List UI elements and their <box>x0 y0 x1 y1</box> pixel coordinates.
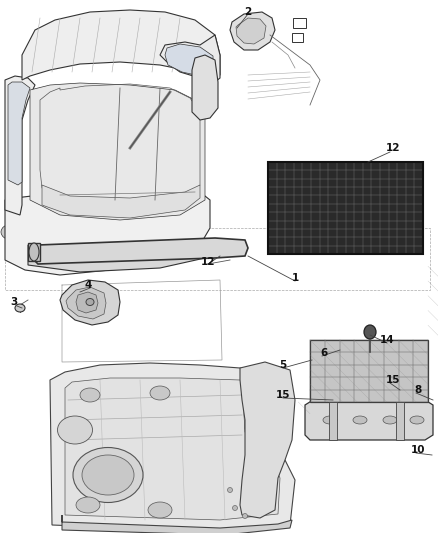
Ellipse shape <box>73 448 143 503</box>
Ellipse shape <box>76 497 100 513</box>
Polygon shape <box>30 238 248 264</box>
Text: 8: 8 <box>414 385 422 395</box>
Ellipse shape <box>323 416 337 424</box>
Bar <box>310 340 428 402</box>
Polygon shape <box>60 280 120 325</box>
Text: 4: 4 <box>84 280 92 290</box>
Ellipse shape <box>82 455 134 495</box>
Text: 3: 3 <box>11 297 18 307</box>
Bar <box>329 402 337 440</box>
Ellipse shape <box>1 224 23 240</box>
Text: 1: 1 <box>291 273 299 283</box>
Text: 2: 2 <box>244 7 251 17</box>
Ellipse shape <box>410 416 424 424</box>
Text: 12: 12 <box>386 143 400 153</box>
Text: 6: 6 <box>320 348 328 358</box>
Polygon shape <box>5 76 35 215</box>
Polygon shape <box>28 240 210 272</box>
Polygon shape <box>165 44 213 76</box>
Ellipse shape <box>29 243 39 261</box>
Text: 5: 5 <box>279 360 286 370</box>
Ellipse shape <box>80 388 100 402</box>
Polygon shape <box>42 185 200 218</box>
Bar <box>396 402 404 440</box>
Polygon shape <box>30 83 205 220</box>
Polygon shape <box>50 363 295 532</box>
Polygon shape <box>5 188 210 275</box>
Polygon shape <box>8 82 30 185</box>
Ellipse shape <box>57 416 92 444</box>
Ellipse shape <box>383 416 397 424</box>
Ellipse shape <box>353 416 367 424</box>
Ellipse shape <box>148 502 172 518</box>
Polygon shape <box>22 10 220 80</box>
Bar <box>268 162 423 254</box>
Polygon shape <box>236 18 266 44</box>
Text: 14: 14 <box>380 335 394 345</box>
Polygon shape <box>62 515 292 533</box>
Ellipse shape <box>227 488 233 492</box>
Ellipse shape <box>364 325 376 339</box>
Polygon shape <box>160 35 220 82</box>
Bar <box>293 18 306 28</box>
Polygon shape <box>192 55 218 120</box>
Bar <box>292 33 303 42</box>
Ellipse shape <box>15 304 25 312</box>
Ellipse shape <box>233 505 237 511</box>
Ellipse shape <box>86 298 94 305</box>
Text: 10: 10 <box>411 445 425 455</box>
Polygon shape <box>230 12 275 50</box>
Text: 12: 12 <box>201 257 215 267</box>
Polygon shape <box>76 292 98 313</box>
Polygon shape <box>305 400 433 440</box>
Polygon shape <box>66 287 106 319</box>
Bar <box>28 243 40 261</box>
Text: 15: 15 <box>276 390 290 400</box>
Ellipse shape <box>243 513 247 519</box>
Text: 15: 15 <box>386 375 400 385</box>
Ellipse shape <box>150 386 170 400</box>
Bar <box>268 162 423 254</box>
Polygon shape <box>65 378 280 520</box>
Polygon shape <box>240 362 295 518</box>
